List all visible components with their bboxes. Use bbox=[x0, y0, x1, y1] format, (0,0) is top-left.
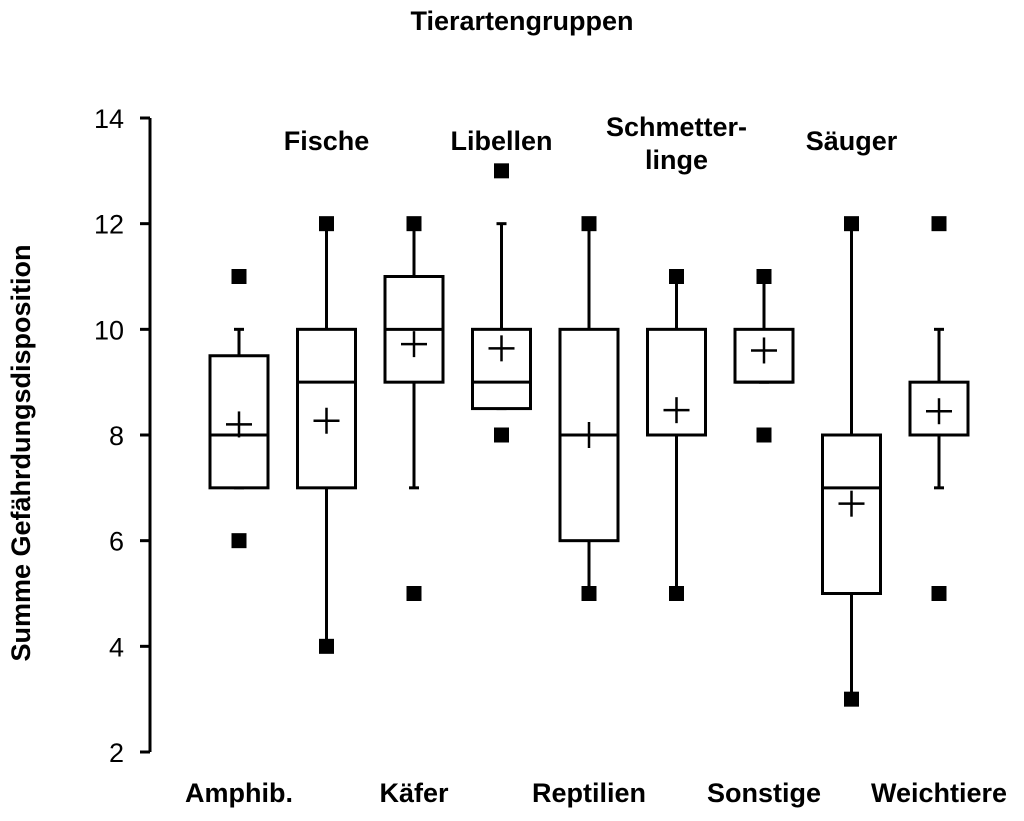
box-2 bbox=[296, 216, 357, 654]
min-marker bbox=[581, 586, 597, 601]
max-marker bbox=[231, 269, 247, 284]
category-label: Reptilien bbox=[532, 778, 646, 808]
category-label: Weichtiere bbox=[871, 778, 1007, 808]
category-label: Käfer bbox=[379, 778, 449, 808]
max-marker bbox=[756, 269, 772, 284]
y-tick-label: 2 bbox=[109, 738, 124, 768]
box-series bbox=[208, 163, 970, 707]
y-tick-label: 10 bbox=[94, 315, 124, 345]
box-4 bbox=[471, 163, 532, 443]
y-tick-label: 8 bbox=[109, 421, 124, 451]
min-marker bbox=[756, 427, 772, 443]
category-label: Libellen bbox=[450, 126, 552, 156]
category-label: Säuger bbox=[806, 126, 898, 156]
box-1 bbox=[208, 269, 270, 549]
category-label: Schmetter-linge bbox=[606, 112, 747, 175]
max-marker bbox=[581, 216, 597, 232]
box-3 bbox=[383, 216, 445, 601]
y-axis-label: Summe Gefährdungsdisposition bbox=[6, 244, 36, 661]
max-marker bbox=[406, 216, 422, 232]
box-5 bbox=[558, 216, 620, 601]
box-9 bbox=[908, 216, 970, 601]
box-7 bbox=[733, 269, 795, 443]
y-tick-label: 4 bbox=[109, 632, 124, 662]
min-marker bbox=[231, 533, 247, 549]
min-marker bbox=[844, 691, 859, 707]
min-marker bbox=[406, 586, 422, 601]
y-tick-label: 12 bbox=[94, 210, 124, 240]
box-8 bbox=[821, 216, 882, 707]
y-tick-label: 14 bbox=[94, 104, 124, 134]
category-label: Amphib. bbox=[185, 778, 293, 808]
min-marker bbox=[494, 427, 509, 443]
category-labels: Amphib. Fische Käfer Libellen Reptilien Schme… bbox=[185, 112, 1007, 808]
min-marker bbox=[931, 586, 947, 601]
box-6 bbox=[646, 269, 707, 601]
min-marker bbox=[669, 586, 684, 601]
max-marker bbox=[319, 216, 334, 232]
max-marker bbox=[931, 216, 947, 232]
chart-title: Tierartengruppen bbox=[410, 6, 633, 36]
max-marker bbox=[669, 269, 684, 284]
max-marker bbox=[844, 216, 859, 232]
min-marker bbox=[319, 638, 334, 654]
y-tick-label: 6 bbox=[109, 527, 124, 557]
y-axis: 2 4 6 8 10 12 14 bbox=[94, 104, 152, 768]
max-marker bbox=[494, 163, 509, 179]
category-label: Fische bbox=[284, 126, 370, 156]
category-label: Sonstige bbox=[707, 778, 821, 808]
